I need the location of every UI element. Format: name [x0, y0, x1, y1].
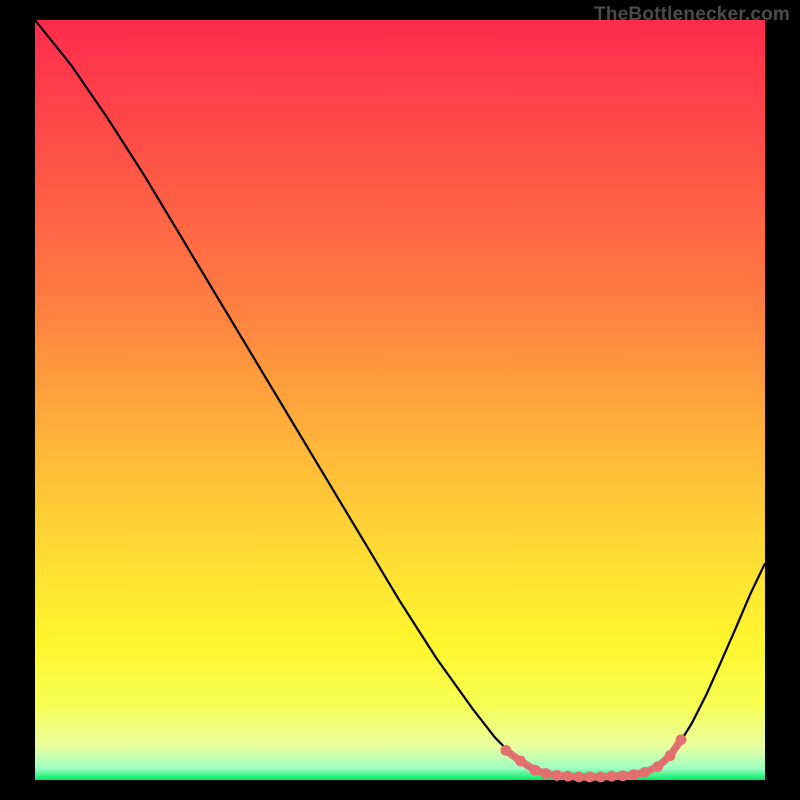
- optimal-range-marker: [552, 770, 563, 781]
- optimal-range-marker: [665, 750, 676, 761]
- optimal-range-marker: [595, 772, 606, 783]
- bottleneck-chart: [0, 0, 800, 800]
- chart-stage: TheBottlenecker.com: [0, 0, 800, 800]
- watermark-text: TheBottlenecker.com: [594, 4, 790, 26]
- optimal-range-marker: [530, 765, 541, 776]
- optimal-range-marker: [628, 769, 639, 780]
- optimal-range-marker: [500, 745, 511, 756]
- optimal-range-marker: [652, 761, 663, 772]
- optimal-range-marker: [573, 772, 584, 783]
- optimal-range-marker: [515, 756, 526, 767]
- optimal-range-marker: [617, 770, 628, 781]
- optimal-range-marker: [639, 767, 650, 778]
- optimal-range-marker: [606, 771, 617, 782]
- optimal-range-marker: [563, 771, 574, 782]
- optimal-range-marker: [541, 768, 552, 779]
- heat-gradient: [35, 20, 765, 780]
- optimal-range-marker: [584, 772, 595, 783]
- optimal-range-marker: [676, 734, 687, 745]
